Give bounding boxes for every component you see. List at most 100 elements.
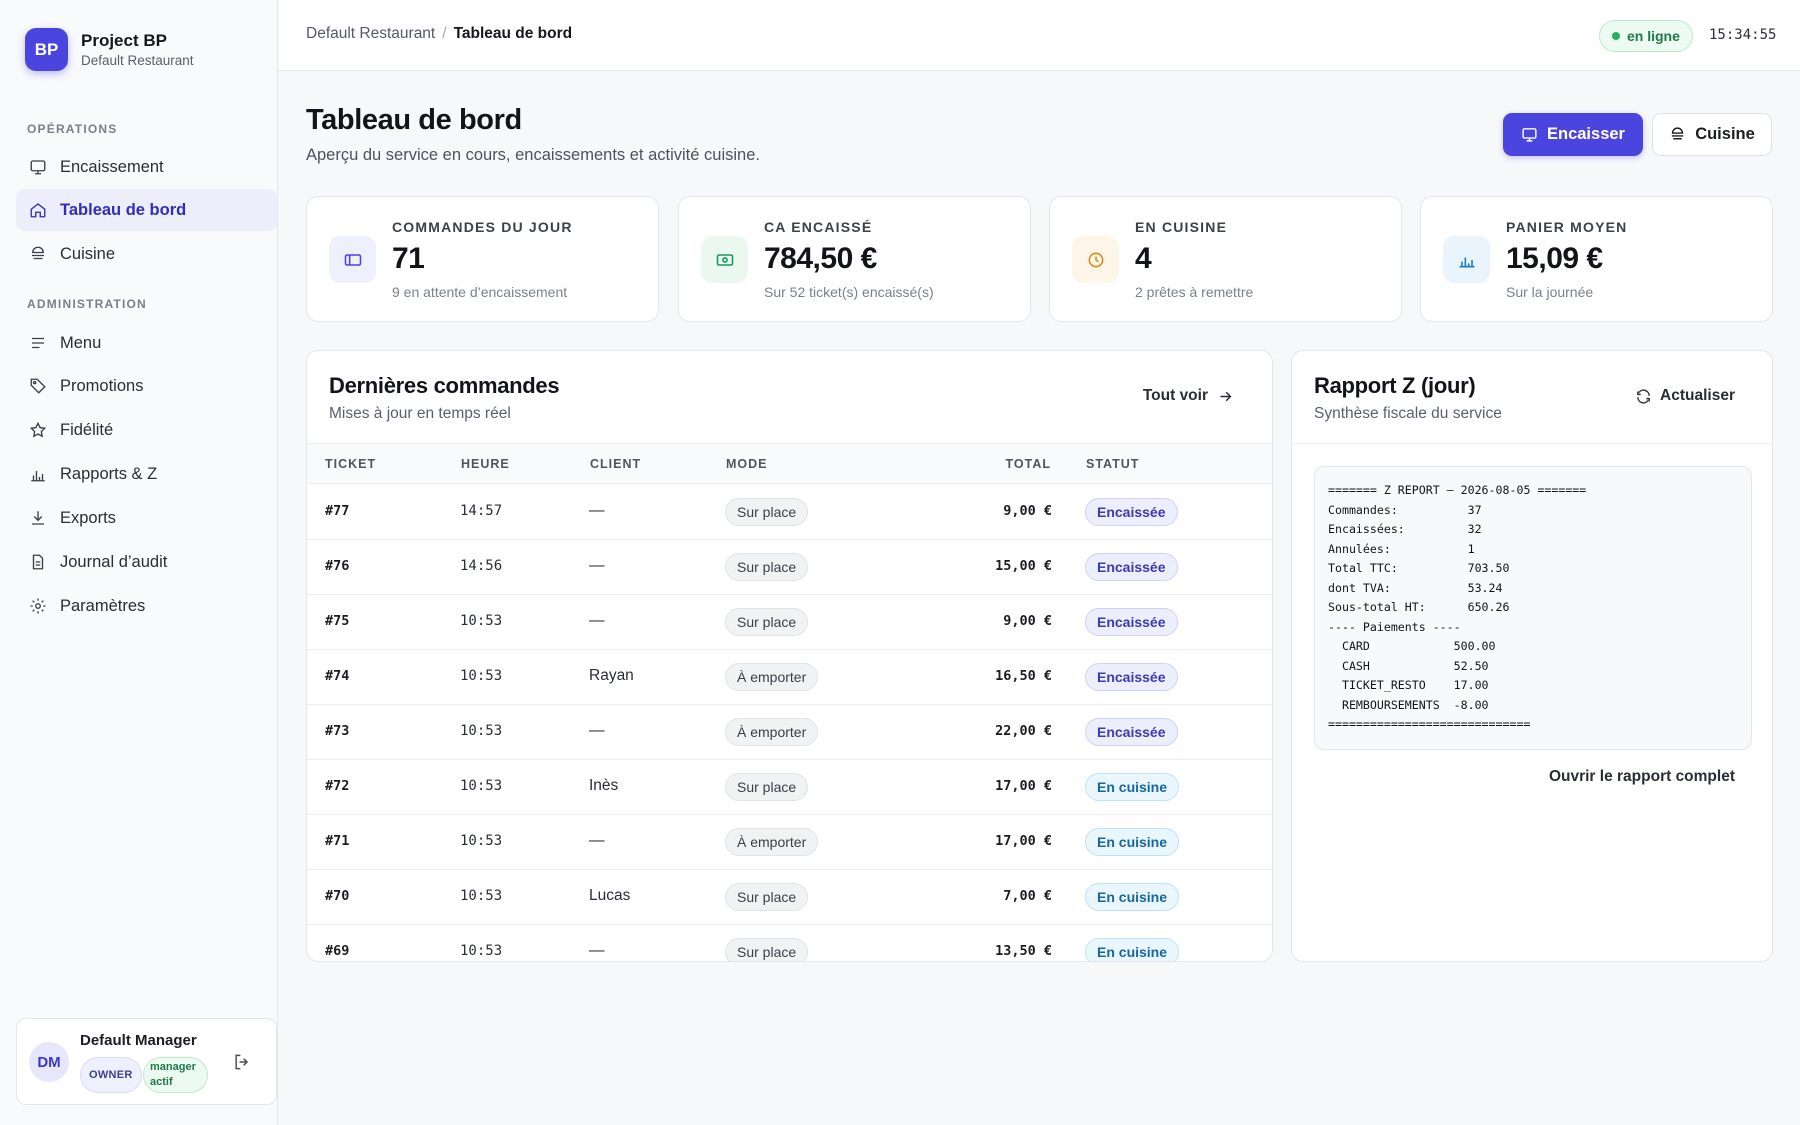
- stat-subtext: 2 prêtes à remettre: [1135, 284, 1254, 300]
- table-row[interactable]: #76 14:56 — Sur place 15,00 € Encaissée: [307, 540, 1272, 595]
- z-report-panel: Rapport Z (jour) Synthèse fiscale du ser…: [1291, 350, 1773, 962]
- total-cell: 15,00 €: [995, 558, 1052, 574]
- ticket-cell: #73: [325, 723, 350, 739]
- breadcrumb-root[interactable]: Default Restaurant: [306, 25, 436, 42]
- sidebar-item-label: Exports: [60, 508, 116, 527]
- sidebar-item-fidelite[interactable]: Fidélité: [16, 409, 277, 451]
- column-header: STATUT: [1086, 457, 1140, 471]
- orders-subtitle: Mises à jour en temps réel: [329, 405, 511, 422]
- mode-pill: Sur place: [725, 498, 809, 526]
- monitor-icon: [1522, 128, 1537, 142]
- mode-pill: Sur place: [725, 773, 809, 801]
- column-header: CLIENT: [590, 457, 642, 471]
- client-cell: —: [589, 502, 605, 519]
- cuisine-button[interactable]: Cuisine: [1652, 113, 1772, 156]
- page-title: Tableau de bord: [306, 104, 522, 136]
- sidebar-item-label: Cuisine: [60, 244, 116, 263]
- ticket-cell: #76: [325, 558, 350, 574]
- time-cell: 10:53: [460, 833, 503, 849]
- sidebar-item-journal-audit[interactable]: Journal d’audit: [16, 541, 277, 583]
- encaisser-button[interactable]: Encaisser: [1503, 113, 1643, 156]
- table-row[interactable]: #74 10:53 Rayan À emporter 16,50 € Encai…: [307, 650, 1272, 705]
- download-icon: [28, 508, 48, 528]
- refresh-button[interactable]: Actualiser: [1635, 387, 1735, 405]
- total-cell: 17,00 €: [995, 778, 1052, 794]
- stat-value: 4: [1135, 242, 1152, 275]
- stat-subtext: Sur la journée: [1506, 284, 1594, 300]
- client-cell: Inès: [589, 777, 619, 794]
- clock: 15:34:55: [1709, 27, 1777, 43]
- sidebar-item-promotions[interactable]: Promotions: [16, 365, 277, 407]
- ticket-cell: #75: [325, 613, 350, 629]
- sidebar-item-exports[interactable]: Exports: [16, 497, 277, 539]
- sidebar-item-rapports[interactable]: Rapports & Z: [16, 453, 277, 495]
- table-row[interactable]: #71 10:53 — À emporter 17,00 € En cuisin…: [307, 815, 1272, 870]
- status-badge: Encaissée: [1085, 663, 1178, 691]
- brand[interactable]: BP Project BP Default Restaurant: [25, 28, 194, 71]
- stat-card-en-cuisine: EN CUISINE 4 2 prêtes à remettre: [1049, 196, 1402, 322]
- stat-card-panier-moyen: PANIER MOYEN 15,09 € Sur la journée: [1420, 196, 1773, 322]
- sidebar-item-label: Rapports & Z: [60, 464, 158, 483]
- client-cell: —: [589, 942, 605, 959]
- table-row[interactable]: #69 10:53 — Sur place 13,50 € En cuisine: [307, 925, 1272, 961]
- encaisser-label: Encaisser: [1547, 125, 1625, 143]
- see-all-link[interactable]: Tout voir: [1143, 387, 1234, 405]
- sidebar-item-encaissement[interactable]: Encaissement: [16, 146, 277, 188]
- tag-icon: [28, 376, 48, 396]
- arrow-right-icon: [1220, 391, 1232, 401]
- stat-card-ca-encaisse: CA ENCAISSÉ 784,50 € Sur 52 ticket(s) en…: [678, 196, 1031, 322]
- status-badge: manager actif: [143, 1057, 208, 1093]
- time-cell: 14:56: [460, 558, 503, 574]
- mode-pill: À emporter: [725, 828, 819, 856]
- sidebar-item-label: Fidélité: [60, 420, 114, 439]
- sidebar: BP Project BP Default Restaurant OPÉRATI…: [0, 0, 278, 1125]
- table-row[interactable]: #72 10:53 Inès Sur place 17,00 € En cuis…: [307, 760, 1272, 815]
- client-cell: Lucas: [589, 887, 631, 904]
- nav-section-operations: OPÉRATIONS: [27, 122, 118, 136]
- sidebar-item-parametres[interactable]: Paramètres: [16, 585, 277, 627]
- logout-icon[interactable]: [232, 1052, 252, 1072]
- time-cell: 10:53: [460, 943, 503, 959]
- total-cell: 17,00 €: [995, 833, 1052, 849]
- sidebar-item-cuisine[interactable]: Cuisine: [16, 233, 277, 275]
- stat-value: 784,50 €: [764, 242, 877, 275]
- mode-pill: Sur place: [725, 883, 809, 911]
- table-row[interactable]: #75 10:53 — Sur place 9,00 € Encaissée: [307, 595, 1272, 650]
- ticket-icon: [329, 236, 376, 283]
- table-row[interactable]: #73 10:53 — À emporter 22,00 € Encaissée: [307, 705, 1272, 760]
- mode-pill: Sur place: [725, 553, 809, 581]
- stat-label: EN CUISINE: [1135, 219, 1228, 235]
- breadcrumb-separator: /: [442, 25, 447, 42]
- ticket-cell: #77: [325, 503, 350, 519]
- sidebar-item-label: Promotions: [60, 376, 144, 395]
- cuisine-label: Cuisine: [1695, 125, 1755, 143]
- open-full-report-link[interactable]: Ouvrir le rapport complet: [1548, 768, 1735, 785]
- client-cell: —: [589, 557, 605, 574]
- sidebar-item-menu[interactable]: Menu: [16, 322, 277, 364]
- avatar: DM: [29, 1042, 69, 1082]
- client-cell: —: [589, 612, 605, 629]
- status-badge: Encaissée: [1085, 608, 1178, 636]
- user-card: DM Default Manager OWNER manager actif: [16, 1018, 277, 1105]
- online-dot-icon: [1612, 32, 1620, 40]
- page-subtitle: Aperçu du service en cours, encaissement…: [306, 146, 760, 164]
- total-cell: 13,50 €: [995, 943, 1052, 959]
- restaurant-name: Default Restaurant: [81, 52, 194, 68]
- nav-section-administration: ADMINISTRATION: [27, 297, 147, 311]
- time-cell: 14:57: [460, 503, 503, 519]
- ticket-cell: #74: [325, 668, 350, 684]
- monitor-icon: [28, 157, 48, 177]
- star-icon: [28, 420, 48, 440]
- table-row[interactable]: #77 14:57 — Sur place 9,00 € Encaissée: [307, 485, 1272, 540]
- sidebar-item-tableau-de-bord[interactable]: Tableau de bord: [16, 189, 277, 231]
- kitchen-icon: [28, 244, 48, 264]
- breadcrumb: Default Restaurant / Tableau de bord: [306, 25, 572, 43]
- table-row[interactable]: #70 10:53 Lucas Sur place 7,00 € En cuis…: [307, 870, 1272, 925]
- kitchen-icon: [1672, 127, 1684, 140]
- ticket-cell: #72: [325, 778, 350, 794]
- stat-subtext: Sur 52 ticket(s) encaissé(s): [764, 284, 934, 300]
- cash-icon: [701, 236, 748, 283]
- sidebar-item-label: Paramètres: [60, 596, 146, 615]
- bar-chart-icon: [1443, 236, 1490, 283]
- ticket-cell: #69: [325, 943, 350, 959]
